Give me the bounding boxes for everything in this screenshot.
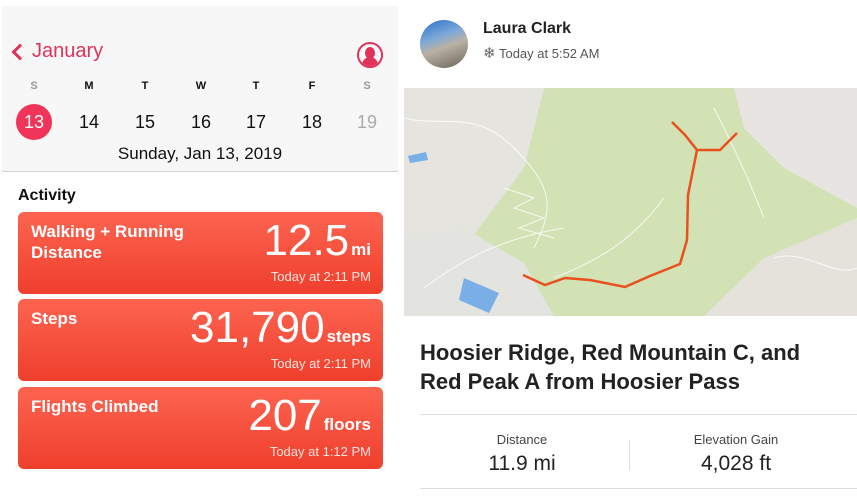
card-label: Walking + Running Distance [31,222,184,262]
back-button[interactable]: January [10,40,103,63]
divider [420,488,857,489]
steps-card[interactable]: Steps 31,790 steps Today at 2:11 PM [18,299,383,381]
stat-value: 4,028 ft [700,452,772,475]
calendar-header [2,6,398,172]
card-value: 207 floors [248,391,371,440]
month-label: January [32,40,104,62]
route-map[interactable] [404,88,857,316]
stat-label: Distance [496,432,548,447]
day-18[interactable]: 18 [301,112,323,132]
activity-title[interactable]: Hoosier Ridge, Red Mountain C, and Red P… [420,340,801,394]
weekday: T [252,80,260,92]
divider [420,414,857,415]
day-15[interactable]: 15 [134,112,156,132]
weekday: S [30,80,38,92]
profile-icon[interactable] [357,42,383,68]
card-label: Flights Climbed [31,397,159,416]
day-14[interactable]: 14 [78,112,100,132]
card-time: Today at 2:11 PM [270,269,371,284]
weekday: T [141,80,149,92]
divider [629,440,630,470]
card-time: Today at 1:12 PM [269,444,371,459]
weekday: M [84,80,94,92]
card-value: 12.5 mi [263,216,371,265]
day-16[interactable]: 16 [190,112,212,132]
stat-value: 11.9 mi [488,452,556,475]
flights-card[interactable]: Flights Climbed 207 floors Today at 1:12 … [18,387,383,469]
day-19[interactable]: 19 [356,112,378,132]
health-panel: January S M T W T F S 13 14 15 16 17 18 … [0,0,400,500]
map-graphic [404,88,857,316]
card-value: 31,790 steps [190,303,371,352]
activity-heading: Activity [18,187,76,204]
post-time: ❄ Today at 5:52 AM [483,45,600,62]
chevron-left-icon [11,43,29,60]
distance-card[interactable]: Walking + Running Distance 12.5 mi Today … [18,212,383,294]
day-13[interactable]: 13 [16,104,52,140]
card-label: Steps [31,309,78,328]
day-17[interactable]: 17 [245,112,267,132]
route-line [522,121,738,289]
selected-date: Sunday, Jan 13, 2019 [117,144,283,163]
weekday: S [363,80,371,92]
snowflake-icon: ❄ [483,45,496,62]
avatar[interactable] [420,20,468,68]
stat-label: Elevation Gain [693,432,779,447]
user-name[interactable]: Laura Clark [483,20,572,37]
card-time: Today at 2:11 PM [270,356,371,371]
weekday: F [308,80,316,92]
weekday: W [195,80,207,92]
